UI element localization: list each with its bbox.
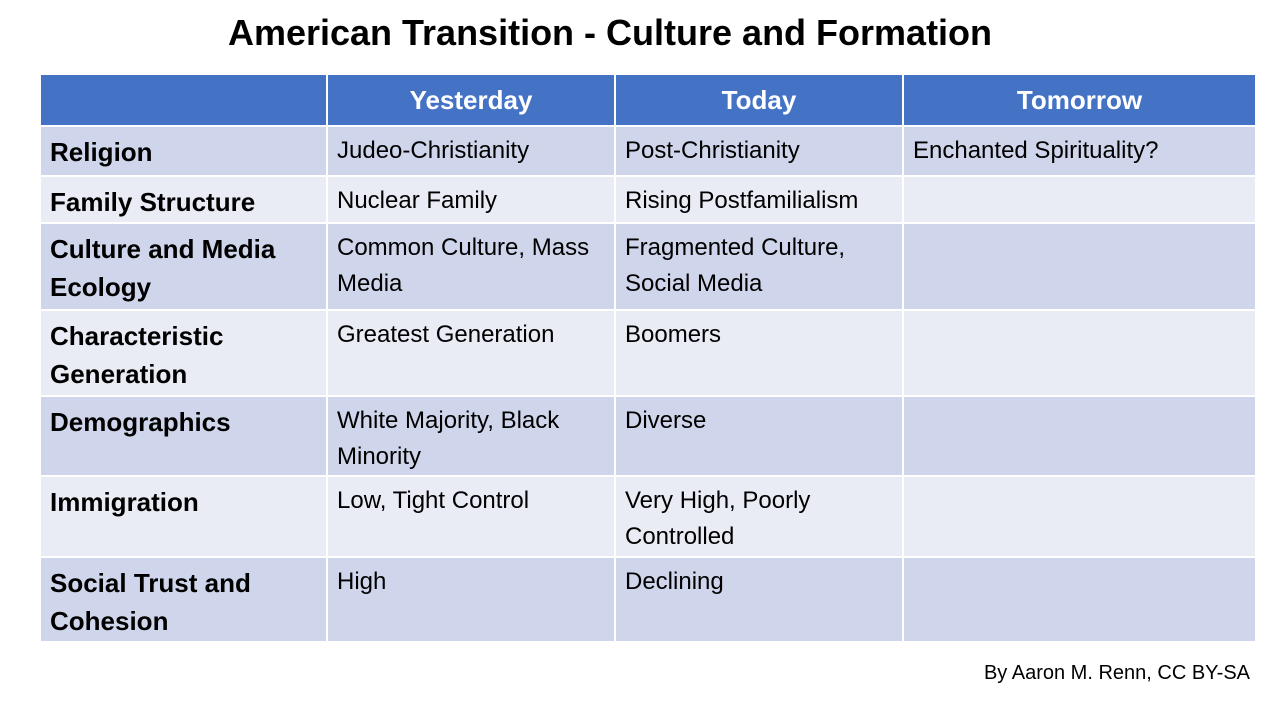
comparison-table: Yesterday Today Tomorrow Religion Judeo-Chr… [39, 73, 1257, 643]
table-cell: Enchanted Spirituality? [902, 125, 1257, 177]
row-header: Religion [39, 125, 328, 177]
column-header: Tomorrow [902, 73, 1257, 127]
empty-cell [902, 222, 1257, 311]
row-header: Characteristic Generation [39, 309, 328, 397]
table-row: Family Structure Nuclear Family Rising Pos… [39, 175, 1257, 224]
table-cell: Common Culture, Mass Media [326, 222, 616, 311]
column-header: Yesterday [326, 73, 616, 127]
table-cell: Greatest Generation [326, 309, 616, 397]
empty-cell [902, 556, 1257, 643]
table-row: Culture and Media Ecology Common Culture,… [39, 222, 1257, 311]
table-cell: Boomers [614, 309, 904, 397]
table-row: Demographics White Majority, Black Minori… [39, 395, 1257, 477]
empty-cell [902, 175, 1257, 224]
table-row: Religion Judeo-Christianity Post-Christian… [39, 125, 1257, 177]
column-header: Today [614, 73, 904, 127]
table-row: Characteristic Generation Greatest Genera… [39, 309, 1257, 397]
table-cell: Nuclear Family [326, 175, 616, 224]
empty-cell [902, 395, 1257, 477]
table-cell: Rising Postfamilialism [614, 175, 904, 224]
header-row: Yesterday Today Tomorrow [39, 73, 1257, 127]
table-cell: White Majority, Black Minority [326, 395, 616, 477]
credit: By Aaron M. Renn, CC BY-SA [983, 662, 1250, 684]
slide-title: American Transition - Culture and Format… [227, 12, 993, 53]
table-cell: Post-Christianity [614, 125, 904, 177]
row-header: Culture and Media Ecology [39, 222, 328, 311]
row-header: Social Trust and Cohesion [39, 556, 328, 643]
row-header: Demographics [39, 395, 328, 477]
table-cell: Diverse [614, 395, 904, 477]
table-cell: Fragmented Culture, Social Media [614, 222, 904, 311]
table-cell: Low, Tight Control [326, 475, 616, 558]
table-cell: High [326, 556, 616, 643]
empty-cell [902, 475, 1257, 558]
table-cell: Judeo-Christianity [326, 125, 616, 177]
table-cell: Declining [614, 556, 904, 643]
table-row: Immigration Low, Tight Control Very High, … [39, 475, 1257, 558]
row-header: Immigration [39, 475, 328, 558]
corner-cell [39, 73, 328, 127]
table-row: Social Trust and Cohesion High Declining [39, 556, 1257, 643]
row-header: Family Structure [39, 175, 328, 224]
empty-cell [902, 309, 1257, 397]
table-cell: Very High, Poorly Controlled [614, 475, 904, 558]
